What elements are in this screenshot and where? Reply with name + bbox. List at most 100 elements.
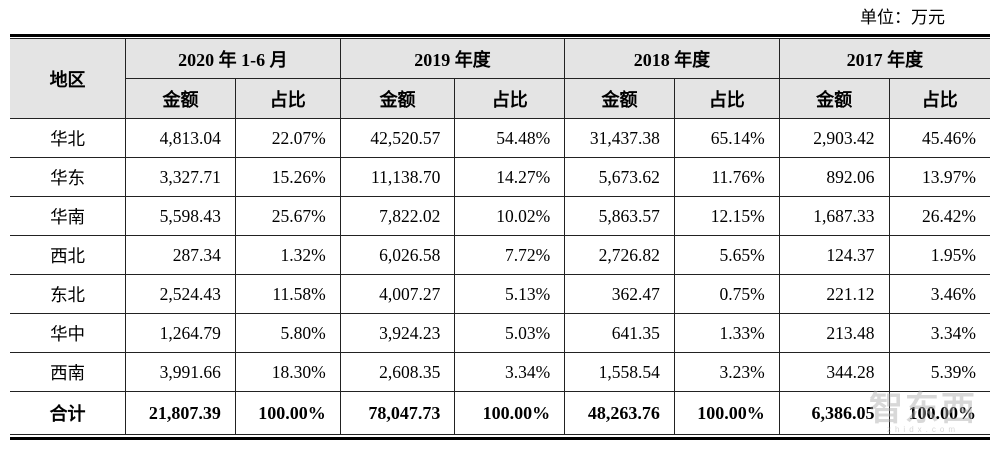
table-row: 华南 5,598.43 25.67% 7,822.02 10.02% 5,863.57 12…	[10, 196, 990, 236]
table-row: 华东 3,327.71 15.26% 11,138.70 14.27% 5,673.62 1…	[10, 157, 990, 197]
ratio-cell: 5.39%	[888, 352, 990, 392]
period-header-2020: 2020 年 1-6 月	[125, 38, 341, 79]
ratio-cell: 3.23%	[673, 352, 780, 392]
amount-cell: 2,903.42	[778, 118, 890, 158]
ratio-cell: 26.42%	[888, 196, 990, 236]
ratio-cell: 11.58%	[234, 274, 341, 314]
period-header-2017: 2017 年度	[778, 38, 990, 79]
amount-cell: 42,520.57	[339, 118, 456, 158]
ratio-cell: 13.97%	[888, 157, 990, 197]
period-header-2018: 2018 年度	[564, 38, 780, 79]
ratio-cell: 100.00%	[454, 391, 566, 435]
table-row: 华中 1,264.79 5.80% 3,924.23 5.03% 641.35 1.33% 2…	[10, 313, 990, 353]
ratio-cell: 10.02%	[454, 196, 566, 236]
ratio-cell: 3.34%	[888, 313, 990, 353]
ratio-cell: 5.65%	[673, 235, 780, 275]
amount-cell: 48,263.76	[564, 391, 675, 435]
amount-cell: 2,608.35	[339, 352, 456, 392]
table-row: 东北 2,524.43 11.58% 4,007.27 5.13% 362.47 0.75%…	[10, 274, 990, 314]
ratio-cell: 25.67%	[234, 196, 341, 236]
region-cell: 西南	[10, 352, 127, 392]
ratio-cell: 100.00%	[673, 391, 780, 435]
amount-cell: 21,807.39	[125, 391, 236, 435]
sub-header-row: 金额 占比 金额 占比 金额 占比 金额 占比	[10, 78, 990, 119]
amount-cell: 1,264.79	[125, 313, 236, 353]
region-cell: 华东	[10, 157, 127, 197]
ratio-cell: 100.00%	[234, 391, 341, 435]
ratio-header-2020: 占比	[234, 78, 341, 119]
amount-cell: 3,991.66	[125, 352, 236, 392]
amount-header-2020: 金额	[125, 78, 236, 119]
total-label-cell: 合计	[10, 391, 127, 435]
ratio-cell: 11.76%	[673, 157, 780, 197]
region-cell: 西北	[10, 235, 127, 275]
ratio-cell: 45.46%	[888, 118, 990, 158]
amount-cell: 5,863.57	[564, 196, 675, 236]
region-cell: 华北	[10, 118, 127, 158]
amount-cell: 5,598.43	[125, 196, 236, 236]
ratio-cell: 65.14%	[673, 118, 780, 158]
ratio-cell: 14.27%	[454, 157, 566, 197]
amount-cell: 287.34	[125, 235, 236, 275]
table-row: 西北 287.34 1.32% 6,026.58 7.72% 2,726.82 5.65% 1…	[10, 235, 990, 275]
amount-cell: 362.47	[564, 274, 675, 314]
table-row: 华北 4,813.04 22.07% 42,520.57 54.48% 31,437.38…	[10, 118, 990, 158]
amount-cell: 221.12	[778, 274, 890, 314]
region-column-header: 地区	[10, 38, 127, 119]
ratio-cell: 3.34%	[454, 352, 566, 392]
regional-revenue-table-wrap: 地区 2020 年 1-6 月 2019 年度 2018 年度 2017 年度 …	[10, 34, 990, 440]
amount-cell: 7,822.02	[339, 196, 456, 236]
ratio-cell: 1.95%	[888, 235, 990, 275]
amount-cell: 344.28	[778, 352, 890, 392]
regional-revenue-table: 地区 2020 年 1-6 月 2019 年度 2018 年度 2017 年度 …	[10, 38, 990, 435]
amount-cell: 4,007.27	[339, 274, 456, 314]
amount-cell: 4,813.04	[125, 118, 236, 158]
amount-header-2017: 金额	[778, 78, 890, 119]
amount-cell: 213.48	[778, 313, 890, 353]
ratio-cell: 0.75%	[673, 274, 780, 314]
period-header-2019: 2019 年度	[339, 38, 566, 79]
amount-cell: 6,026.58	[339, 235, 456, 275]
ratio-cell: 3.46%	[888, 274, 990, 314]
ratio-cell: 54.48%	[454, 118, 566, 158]
total-row: 合计 21,807.39 100.00% 78,047.73 100.00% 48,263…	[10, 391, 990, 435]
period-header-row: 地区 2020 年 1-6 月 2019 年度 2018 年度 2017 年度	[10, 38, 990, 119]
ratio-cell: 5.13%	[454, 274, 566, 314]
ratio-header-2019: 占比	[454, 78, 566, 119]
amount-header-2019: 金额	[339, 78, 456, 119]
amount-cell: 5,673.62	[564, 157, 675, 197]
amount-cell: 78,047.73	[339, 391, 456, 435]
amount-cell: 124.37	[778, 235, 890, 275]
table-row: 西南 3,991.66 18.30% 2,608.35 3.34% 1,558.54 3.2…	[10, 352, 990, 392]
ratio-cell: 5.03%	[454, 313, 566, 353]
amount-cell: 3,327.71	[125, 157, 236, 197]
amount-cell: 1,687.33	[778, 196, 890, 236]
table-header: 地区 2020 年 1-6 月 2019 年度 2018 年度 2017 年度 …	[10, 38, 990, 119]
region-cell: 东北	[10, 274, 127, 314]
table-body: 华北 4,813.04 22.07% 42,520.57 54.48% 31,437.38…	[10, 118, 990, 435]
amount-cell: 6,386.05	[778, 391, 890, 435]
amount-header-2018: 金额	[564, 78, 675, 119]
ratio-cell: 5.80%	[234, 313, 341, 353]
amount-cell: 11,138.70	[339, 157, 456, 197]
region-cell: 华南	[10, 196, 127, 236]
ratio-cell: 1.32%	[234, 235, 341, 275]
ratio-cell: 22.07%	[234, 118, 341, 158]
amount-cell: 641.35	[564, 313, 675, 353]
ratio-cell: 15.26%	[234, 157, 341, 197]
ratio-cell: 1.33%	[673, 313, 780, 353]
ratio-cell: 18.30%	[234, 352, 341, 392]
amount-cell: 3,924.23	[339, 313, 456, 353]
ratio-header-2018: 占比	[673, 78, 780, 119]
unit-label: 单位：万元	[860, 8, 945, 27]
ratio-header-2017: 占比	[888, 78, 990, 119]
ratio-cell: 100.00%	[888, 391, 990, 435]
amount-cell: 2,524.43	[125, 274, 236, 314]
amount-cell: 31,437.38	[564, 118, 675, 158]
amount-cell: 2,726.82	[564, 235, 675, 275]
ratio-cell: 12.15%	[673, 196, 780, 236]
amount-cell: 1,558.54	[564, 352, 675, 392]
ratio-cell: 7.72%	[454, 235, 566, 275]
amount-cell: 892.06	[778, 157, 890, 197]
